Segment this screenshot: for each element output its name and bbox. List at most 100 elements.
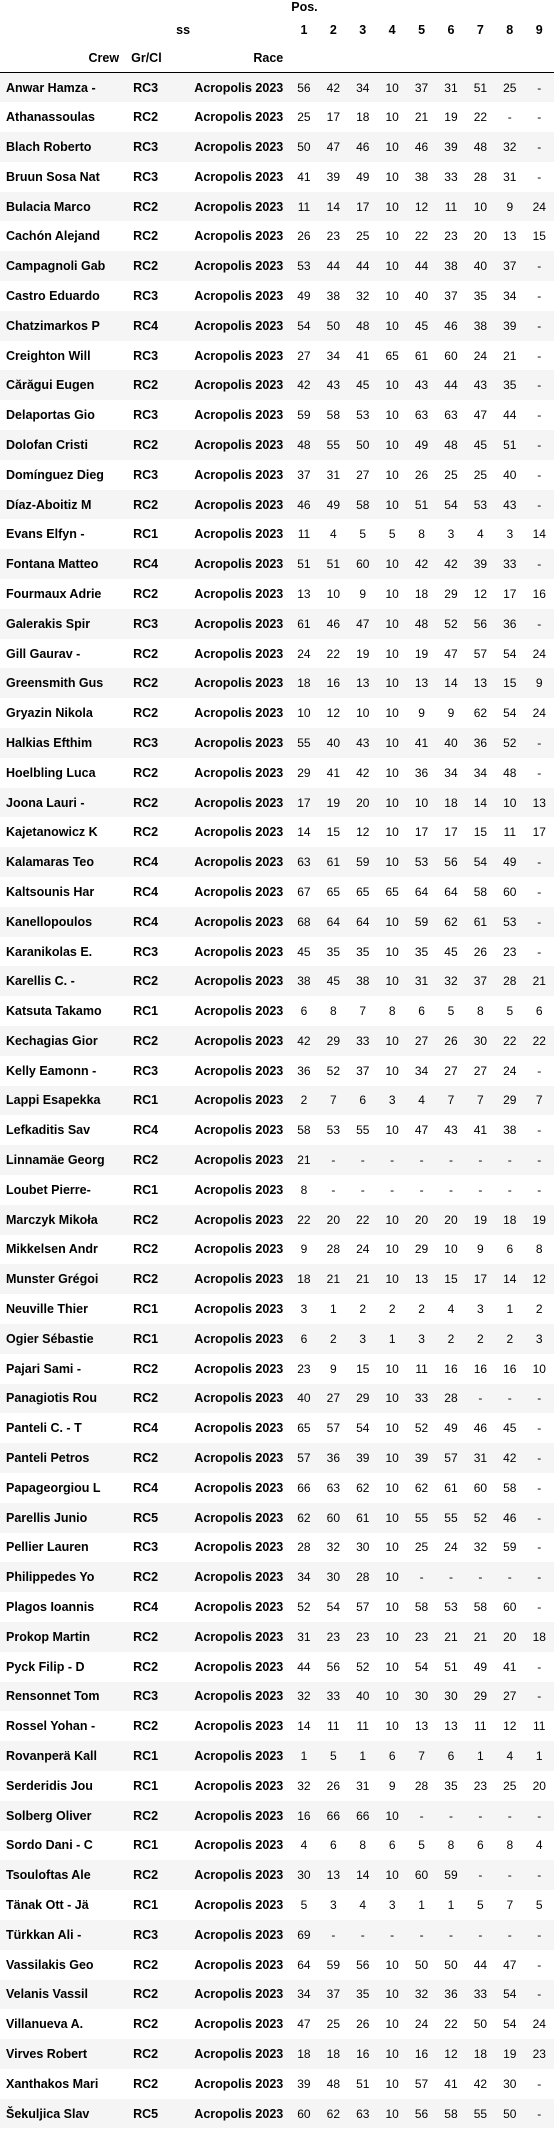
position-cell: 10 [385,735,399,750]
position-cell: 10 [385,1361,399,1376]
crew-name-cell: Mikkelsen Andr [6,1242,98,1257]
position-cell: 24 [532,199,546,214]
race-cell: Acropolis 2023 [194,437,284,452]
position-cell: - [507,1153,512,1168]
race-cell: Acropolis 2023 [194,1659,284,1674]
position-cell: - [507,1808,512,1823]
position-cell: 53 [297,259,311,274]
crew-name-cell: Joona Lauri - [6,795,85,810]
position-cell: - [478,1391,483,1406]
pos-column-header: 6 [447,23,455,37]
position-cell: 14 [473,795,488,810]
position-cell: 12 [326,706,341,721]
position-cell: 16 [356,2046,370,2061]
position-cell: 59 [503,1540,517,1555]
position-cell: 44 [473,1957,488,1972]
position-cell: 56 [444,855,458,870]
race-cell: Acropolis 2023 [194,229,284,244]
position-cell: 20 [414,1212,429,1227]
position-cell: 34 [503,288,517,303]
position-cell: 36 [297,1063,311,1078]
position-cell: 60 [414,1868,429,1883]
position-cell: 51 [444,1659,458,1674]
race-cell: Acropolis 2023 [194,884,284,899]
position-cell: 48 [473,139,488,154]
position-cell: 56 [326,1659,341,1674]
position-cell: 25 [356,229,370,244]
position-cell: 32 [297,1778,311,1793]
table-row: Fontana Matteo RC4 Acropolis 2023 51 51 60 10 4… [0,549,554,580]
table-row: Bulacia Marco RC2 Acropolis 2023 11 14 17 10 12… [0,191,554,222]
position-cell: 22 [414,229,429,244]
position-cell: 42 [326,80,341,95]
position-cell: 35 [326,944,341,959]
race-cell: Acropolis 2023 [194,944,284,959]
position-cell: - [507,1570,512,1585]
position-cell: 23 [444,229,458,244]
position-cell: 52 [414,1421,429,1436]
position-cell: 11 [415,1361,428,1376]
position-cell: 39 [326,169,341,184]
position-cell: 3 [447,527,455,542]
crew-name-cell: Pellier Lauren [6,1540,89,1555]
crew-name-cell: Fontana Matteo [6,557,99,572]
position-cell: 32 [473,1540,488,1555]
position-cell: - [537,884,542,899]
position-cell: 32 [326,1540,341,1555]
position-cell: 3 [388,1093,396,1108]
race-cell: Acropolis 2023 [194,1570,284,1585]
position-cell: 24 [473,348,488,363]
position-cell: - [537,1987,542,2002]
position-cell: 46 [503,1510,517,1525]
position-cell: 30 [414,1689,429,1704]
group-class-cell: RC2 [133,676,159,691]
position-cell: 18 [356,110,370,125]
group-class-cell: RC2 [133,1868,159,1883]
race-cell: Acropolis 2023 [194,1302,284,1317]
crew-name-cell: Evans Elfyn - [6,527,85,542]
position-cell: 10 [385,1063,399,1078]
position-cell: 48 [297,437,311,452]
race-cell: Acropolis 2023 [194,765,284,780]
crew-name-cell: Šekuljica Slav [6,2106,90,2121]
position-cell: 10 [444,1242,458,1257]
position-cell: 52 [297,1600,311,1615]
position-cell: 58 [503,1480,517,1495]
position-cell: 18 [414,586,429,601]
position-cell: 43 [414,378,429,393]
group-class-cell: RC4 [133,1480,159,1495]
position-cell: 12 [503,1719,517,1734]
position-cell: - [537,2076,542,2091]
position-cell: - [537,348,542,363]
table-row: Domínguez Dieg RC3 Acropolis 2023 37 31 27 10 2… [0,460,554,490]
position-cell: 5 [506,1004,514,1019]
race-cell: Acropolis 2023 [194,199,284,214]
position-cell: 1 [535,1749,543,1764]
table-row: Anwar Hamza - RC3 Acropolis 2023 56 42 34 10 37… [0,72,554,103]
position-cell: 9 [506,199,514,214]
position-cell: 36 [326,1451,341,1466]
position-cell: - [537,408,542,423]
table-row: Kaltsounis Har RC4 Acropolis 2023 67 65 65 65 6… [0,877,554,907]
crew-name-cell: Tänak Ott - Jä [6,1898,89,1912]
position-cell: 16 [297,1808,311,1823]
position-cell: 36 [444,1987,458,2002]
position-cell: 7 [359,1004,367,1019]
position-cell: 50 [503,2106,517,2121]
position-cell: 5 [388,527,396,542]
position-cell: 9 [359,586,367,601]
position-cell: 17 [414,825,429,840]
group-class-cell: RC1 [133,1093,159,1108]
position-cell: 21 [473,1629,488,1644]
position-cell: 18 [297,2046,311,2061]
position-cell: 34 [356,80,370,95]
crew-name-cell: Parellis Junio [6,1510,88,1525]
position-cell: 56 [297,80,311,95]
race-cell: Acropolis 2023 [194,169,284,184]
table-row: Tsouloftas Ale RC2 Acropolis 2023 30 13 14 10 6… [0,1860,554,1891]
position-cell: - [537,1510,542,1525]
position-cell: 62 [356,1480,370,1495]
position-cell: 28 [356,1570,370,1585]
position-cell: 10 [385,318,399,333]
group-class-cell: RC2 [133,110,159,125]
